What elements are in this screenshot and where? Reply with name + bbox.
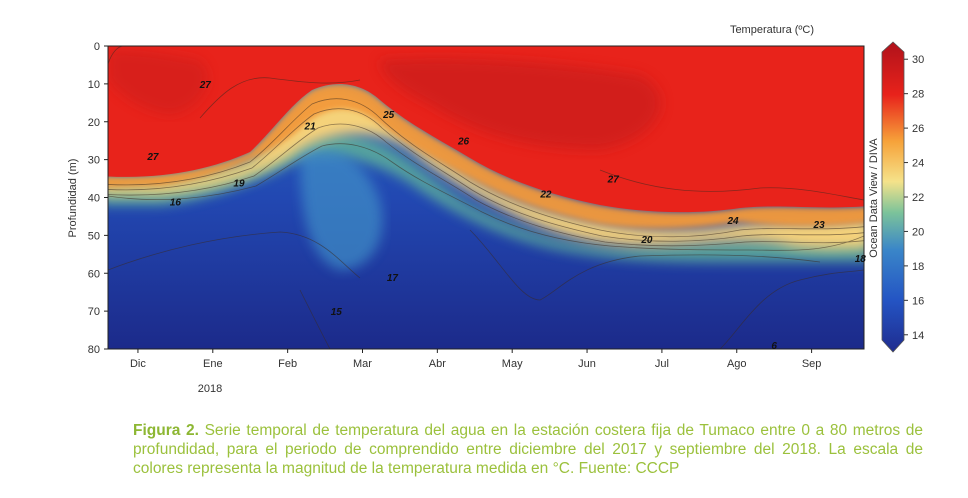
x-tick-label: Dic	[130, 358, 146, 370]
colorbar-title: Temperatura (ºC)	[730, 24, 814, 36]
y-tick-label: 50	[88, 230, 100, 242]
contour-label: 20	[640, 235, 653, 246]
contour-label: 21	[304, 122, 317, 133]
caption-text: Serie temporal de temperatura del agua e…	[133, 422, 923, 477]
y-tick-label: 0	[94, 41, 100, 53]
x-tick-label: May	[502, 358, 523, 370]
y-tick-label: 40	[88, 193, 100, 205]
colorbar-tick-label: 24	[912, 158, 924, 170]
y-axis: 0 10 20 30 40 50 60 70 80	[88, 41, 108, 356]
y-tick-label: 30	[88, 155, 100, 167]
y-axis-label: Profundidad (m)	[67, 159, 79, 238]
year-label: 2018	[198, 383, 222, 395]
colorbar-tick-label: 20	[912, 226, 924, 238]
figure-label: Figura 2.	[133, 422, 199, 439]
contour-label: 16	[170, 197, 182, 208]
colorbar-tick-label: 26	[912, 123, 924, 135]
temperature-depth-chart: 0 10 20 30 40 50 60 70 80 Dic Ene Feb Mar Abr May Jun J…	[67, 24, 924, 395]
contour-label: 23	[813, 220, 826, 231]
y-tick-label: 80	[88, 344, 100, 356]
x-axis: Dic Ene Feb Mar Abr May Jun Jul Ago Sep	[130, 349, 821, 370]
y-tick-label: 70	[88, 306, 100, 318]
y-tick-label: 60	[88, 268, 100, 280]
x-tick-label: Abr	[429, 358, 446, 370]
colorbar-tick-label: 22	[912, 192, 924, 204]
contour-labels: 27 25 21 26 27 19 27 22 16 24 23 20 18 17 15 6	[146, 80, 866, 352]
contour-label: 19	[233, 178, 245, 189]
x-tick-label: Sep	[802, 358, 822, 370]
contour-label: 24	[726, 216, 739, 227]
x-tick-label: Ene	[203, 358, 223, 370]
contour-label: 17	[387, 273, 399, 284]
colorbar-tick-label: 14	[912, 330, 924, 342]
figure-caption: Figura 2. Serie temporal de temperatura …	[133, 421, 923, 478]
temperature-field	[108, 46, 864, 349]
colorbar-tick-label: 16	[912, 295, 924, 307]
y-tick-label: 20	[88, 117, 100, 129]
colorbar-tick-label: 18	[912, 261, 924, 273]
y-tick-label: 10	[88, 79, 100, 91]
x-tick-label: Ago	[727, 358, 747, 370]
contour-lines	[108, 46, 864, 349]
colorbar-tick-label: 30	[912, 54, 924, 66]
contour-label: 27	[607, 175, 620, 186]
contour-label: 27	[146, 152, 159, 163]
contour-label: 15	[331, 307, 343, 318]
contour-label: 27	[199, 80, 212, 91]
contour-label: 6	[771, 341, 777, 352]
x-tick-label: Feb	[278, 358, 297, 370]
contour-label: 22	[539, 190, 552, 201]
x-tick-label: Mar	[353, 358, 372, 370]
x-tick-label: Jul	[655, 358, 669, 370]
colorbar-tick-label: 28	[912, 89, 924, 101]
contour-label: 25	[382, 110, 395, 121]
contour-label: 18	[855, 254, 867, 265]
contour-label: 26	[457, 137, 470, 148]
x-tick-label: Jun	[578, 358, 596, 370]
colorbar: 14 16 18 20 22 24 26 28 30	[881, 41, 924, 353]
side-label: Ocean Data View / DIVA	[868, 138, 880, 258]
